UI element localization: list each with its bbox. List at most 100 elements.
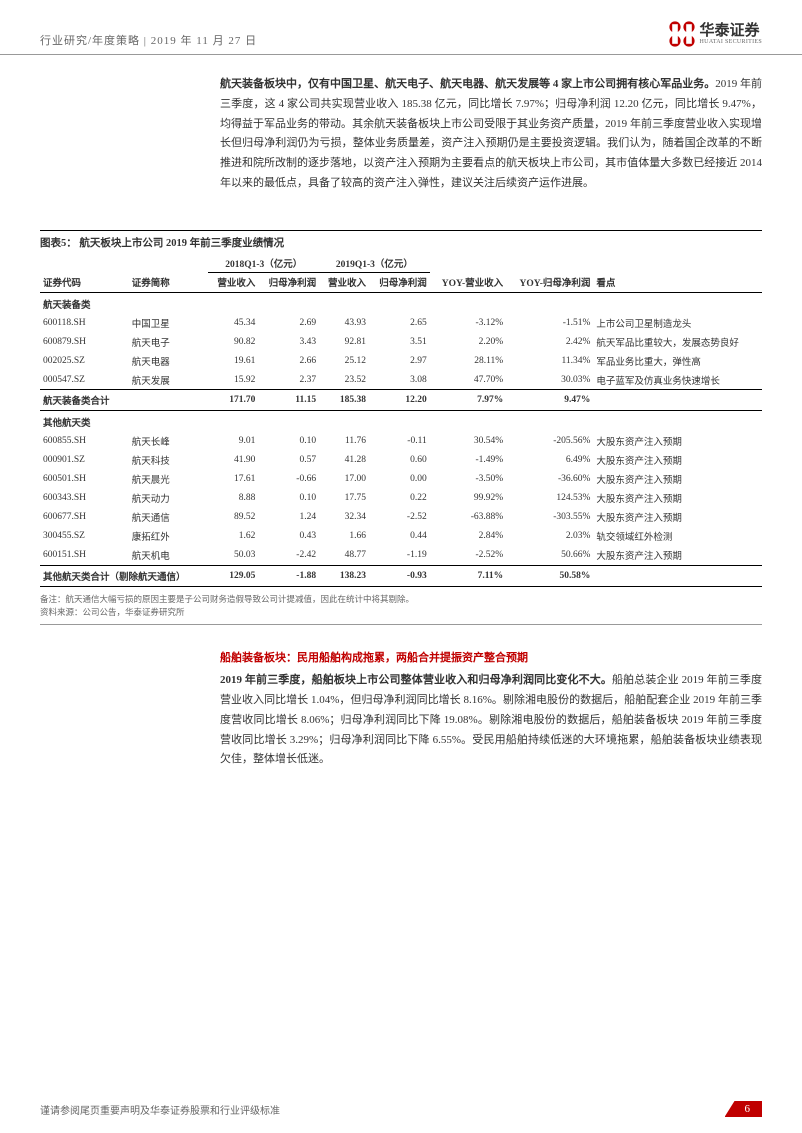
table-cell: 43.93 <box>319 313 369 332</box>
table-row: 000901.SZ航天科技41.900.5741.280.60-1.49%6.4… <box>40 451 762 470</box>
table-cell: 2.20% <box>430 332 506 351</box>
table-cell: 大股东资产注入预期 <box>593 508 762 527</box>
subtotal-cell <box>593 390 762 411</box>
table-cell: -205.56% <box>506 432 593 451</box>
table-cell: -2.52% <box>430 546 506 566</box>
table-cell: 600879.SH <box>40 332 129 351</box>
p2-lead: 2019 年前三季度，船舶板块上市公司整体营业收入和归母净利润同比变化不大。 <box>220 674 612 686</box>
table-cell: -3.12% <box>430 313 506 332</box>
table-cell: -0.11 <box>369 432 430 451</box>
table-cell: 0.44 <box>369 527 430 546</box>
table-cell: 99.92% <box>430 489 506 508</box>
table-cell: 0.57 <box>258 451 319 470</box>
table-cell: 0.22 <box>369 489 430 508</box>
table-cell: -1.51% <box>506 313 593 332</box>
note-2: 资料来源：公司公告，华泰证券研究所 <box>40 606 762 619</box>
table-cell: 航天长峰 <box>129 432 209 451</box>
table-cell: 8.88 <box>208 489 258 508</box>
subtotal-cell: 7.11% <box>430 565 506 586</box>
table-cell: 600151.SH <box>40 546 129 566</box>
body-section-2: 船舶装备板块：民用船舶构成拖累，两船合并提振资产整合预期 2019 年前三季度，… <box>0 625 802 806</box>
table-cell: 90.82 <box>208 332 258 351</box>
th-rev18: 营业收入 <box>208 272 258 292</box>
table-cell: 11.76 <box>319 432 369 451</box>
table-cell: 30.54% <box>430 432 506 451</box>
table-cell: 电子蓝军及仿真业务快速增长 <box>593 370 762 390</box>
table-cell: 17.61 <box>208 470 258 489</box>
th-name: 证券简称 <box>129 272 209 292</box>
table-row: 600501.SH航天晨光17.61-0.6617.000.00-3.50%-3… <box>40 470 762 489</box>
table-cell: 600501.SH <box>40 470 129 489</box>
table-row: 600855.SH航天长峰9.010.1011.76-0.1130.54%-20… <box>40 432 762 451</box>
th-yoy-np: YOY-归母净利润 <box>506 272 593 292</box>
table-cell: 大股东资产注入预期 <box>593 489 762 508</box>
table-cell: 30.03% <box>506 370 593 390</box>
table-cell: 航天通信 <box>129 508 209 527</box>
table-cell: 50.03 <box>208 546 258 566</box>
table-cell: 航天动力 <box>129 489 209 508</box>
table-cell: 50.66% <box>506 546 593 566</box>
table-cell: 11.34% <box>506 351 593 370</box>
p2-body: 船舶总装企业 2019 年前三季度营业收入同比增长 1.04%，但归母净利润同比… <box>220 674 762 765</box>
table-row: 600118.SH中国卫星45.342.6943.932.65-3.12%-1.… <box>40 313 762 332</box>
table-cell: 48.77 <box>319 546 369 566</box>
table-cell: 2.03% <box>506 527 593 546</box>
th-np19: 归母净利润 <box>369 272 430 292</box>
table-row: 000547.SZ航天发展15.922.3723.523.0847.70%30.… <box>40 370 762 390</box>
table-section-row: 航天装备类 <box>40 292 762 313</box>
page-footer: 谨请参阅尾页重要声明及华泰证券股票和行业评级标准 6 <box>40 1101 762 1117</box>
table-cell: 1.62 <box>208 527 258 546</box>
table-cell: 600343.SH <box>40 489 129 508</box>
table-cell: 2.37 <box>258 370 319 390</box>
table-cell: 上市公司卫星制造龙头 <box>593 313 762 332</box>
table-cell: 124.53% <box>506 489 593 508</box>
table-cell: -2.52 <box>369 508 430 527</box>
table-cell: 中国卫星 <box>129 313 209 332</box>
table-cell: -303.55% <box>506 508 593 527</box>
table-cell: 1.24 <box>258 508 319 527</box>
table-cell: 600118.SH <box>40 313 129 332</box>
table-cell: 9.01 <box>208 432 258 451</box>
table-subtotal-row: 航天装备类合计171.7011.15185.3812.207.97%9.47% <box>40 390 762 411</box>
th-np18: 归母净利润 <box>258 272 319 292</box>
breadcrumb: 行业研究/年度策略 | 2019 年 11 月 27 日 <box>40 32 257 48</box>
table-cell: 大股东资产注入预期 <box>593 546 762 566</box>
company-logo: 华泰证券 HUATAI SECURITIES <box>668 20 762 48</box>
table-cell: 28.11% <box>430 351 506 370</box>
table-cell: 航天晨光 <box>129 470 209 489</box>
subtotal-cell: -0.93 <box>369 565 430 586</box>
subtotal-cell <box>593 565 762 586</box>
table-cell: 3.43 <box>258 332 319 351</box>
note-1: 备注：航天通信大幅亏损的原因主要是子公司财务造假导致公司计提减值，因此在统计中将… <box>40 593 762 606</box>
table-row: 002025.SZ航天电器19.612.6625.122.9728.11%11.… <box>40 351 762 370</box>
huatai-logo-icon <box>668 20 696 48</box>
table-cell: 0.10 <box>258 489 319 508</box>
table-cell: -2.42 <box>258 546 319 566</box>
p1-body: 2019 年前三季度，这 4 家公司共实现营业收入 185.38 亿元，同比增长… <box>220 78 762 189</box>
table-column-header-row: 证券代码 证券简称 营业收入 归母净利润 营业收入 归母净利润 YOY-营业收入… <box>40 272 762 292</box>
th-note: 看点 <box>593 272 762 292</box>
table-cell: 300455.SZ <box>40 527 129 546</box>
table-cell: 2.65 <box>369 313 430 332</box>
th-rev19: 营业收入 <box>319 272 369 292</box>
page-number: 6 <box>725 1101 763 1117</box>
table-cell: 000547.SZ <box>40 370 129 390</box>
table-cell: 航天机电 <box>129 546 209 566</box>
section-label: 其他航天类 <box>40 411 762 432</box>
table-cell: 3.51 <box>369 332 430 351</box>
table-cell: 17.00 <box>319 470 369 489</box>
table-cell: 大股东资产注入预期 <box>593 470 762 489</box>
subtotal-cell: 9.47% <box>506 390 593 411</box>
table-cell: 45.34 <box>208 313 258 332</box>
table-section-row: 其他航天类 <box>40 411 762 432</box>
th-code: 证券代码 <box>40 272 129 292</box>
table-cell: 41.28 <box>319 451 369 470</box>
table-cell: -0.66 <box>258 470 319 489</box>
subtotal-cell: 50.58% <box>506 565 593 586</box>
section2-title: 船舶装备板块：民用船舶构成拖累，两船合并提振资产整合预期 <box>220 649 762 665</box>
table-cell: 康拓红外 <box>129 527 209 546</box>
table-cell: 600855.SH <box>40 432 129 451</box>
table-cell: 19.61 <box>208 351 258 370</box>
table-cell: -1.19 <box>369 546 430 566</box>
logo-en: HUATAI SECURITIES <box>700 39 762 45</box>
